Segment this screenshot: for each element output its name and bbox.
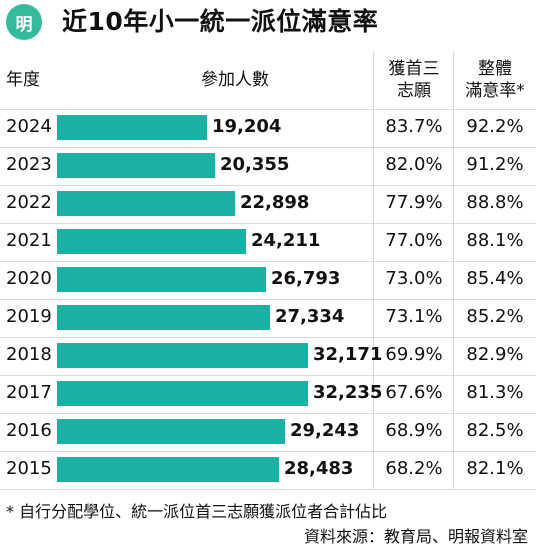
year-label: 2023 bbox=[6, 154, 52, 175]
header-satisfaction-1: 整體 bbox=[478, 59, 512, 79]
first-three-choices-value: 67.6% bbox=[385, 382, 443, 403]
header-participants: 參加人數 bbox=[201, 70, 269, 90]
first-three-choices-value: 77.0% bbox=[385, 230, 443, 251]
first-three-choices-value: 82.0% bbox=[385, 154, 443, 175]
row-divider bbox=[0, 375, 536, 376]
year-label: 2024 bbox=[6, 116, 52, 137]
row-divider bbox=[0, 261, 536, 262]
overall-satisfaction-value: 88.8% bbox=[466, 192, 524, 213]
first-three-choices-value: 69.9% bbox=[385, 344, 443, 365]
column-separator bbox=[373, 52, 374, 490]
row-divider bbox=[0, 223, 536, 224]
row-divider bbox=[0, 413, 536, 414]
year-label: 2018 bbox=[6, 344, 52, 365]
participants-bar bbox=[57, 419, 285, 444]
row-divider bbox=[0, 489, 536, 490]
overall-satisfaction-value: 91.2% bbox=[466, 154, 524, 175]
overall-satisfaction-value: 85.2% bbox=[466, 306, 524, 327]
first-three-choices-value: 83.7% bbox=[385, 116, 443, 137]
overall-satisfaction-value: 82.1% bbox=[466, 458, 524, 479]
row-divider bbox=[0, 299, 536, 300]
participants-value-label: 26,793 bbox=[271, 268, 341, 289]
header-year: 年度 bbox=[6, 70, 40, 90]
first-three-choices-value: 68.9% bbox=[385, 420, 443, 441]
overall-satisfaction-value: 92.2% bbox=[466, 116, 524, 137]
row-divider bbox=[0, 185, 536, 186]
overall-satisfaction-value: 85.4% bbox=[466, 268, 524, 289]
participants-value-label: 32,171 bbox=[313, 344, 383, 365]
overall-satisfaction-value: 88.1% bbox=[466, 230, 524, 251]
participants-value-label: 32,235 bbox=[313, 382, 383, 403]
participants-bar bbox=[57, 457, 279, 482]
participants-bar bbox=[57, 191, 235, 216]
participants-bar bbox=[57, 305, 270, 330]
year-label: 2016 bbox=[6, 420, 52, 441]
row-divider bbox=[0, 337, 536, 338]
chart-header: 明 近10年小一統一派位滿意率 bbox=[0, 0, 536, 44]
footnote: * 自行分配學位、統一派位首三志願獲派位者合計佔比 bbox=[6, 502, 388, 521]
source-note: 資料來源：教育局、明報資料室 bbox=[303, 527, 528, 546]
participants-value-label: 24,211 bbox=[251, 230, 321, 251]
participants-bar bbox=[57, 343, 308, 368]
participants-bar bbox=[57, 267, 266, 292]
row-divider bbox=[0, 451, 536, 452]
participants-value-label: 29,243 bbox=[290, 420, 360, 441]
year-label: 2017 bbox=[6, 382, 52, 403]
first-three-choices-value: 77.9% bbox=[385, 192, 443, 213]
first-three-choices-value: 73.1% bbox=[385, 306, 443, 327]
participants-bar bbox=[57, 229, 246, 254]
year-label: 2019 bbox=[6, 306, 52, 327]
header-first-three-1: 獲首三 bbox=[388, 59, 440, 79]
chart-title: 近10年小一統一派位滿意率 bbox=[62, 7, 379, 36]
mingpao-logo: 明 bbox=[6, 4, 42, 40]
header-satisfaction-2: 滿意率* bbox=[465, 81, 525, 101]
participants-value-label: 27,334 bbox=[275, 306, 345, 327]
participants-value-label: 20,355 bbox=[220, 154, 290, 175]
first-three-choices-value: 73.0% bbox=[385, 268, 443, 289]
first-three-choices-value: 68.2% bbox=[385, 458, 443, 479]
overall-satisfaction-value: 82.5% bbox=[466, 420, 524, 441]
row-divider bbox=[0, 109, 536, 110]
participants-value-label: 22,898 bbox=[240, 192, 310, 213]
year-label: 2015 bbox=[6, 458, 52, 479]
row-divider bbox=[0, 147, 536, 148]
overall-satisfaction-value: 82.9% bbox=[466, 344, 524, 365]
column-separator bbox=[453, 52, 454, 490]
participants-value-label: 28,483 bbox=[284, 458, 354, 479]
logo-text: 明 bbox=[15, 14, 33, 35]
overall-satisfaction-value: 81.3% bbox=[466, 382, 524, 403]
participants-bar bbox=[57, 153, 215, 178]
year-label: 2022 bbox=[6, 192, 52, 213]
participants-value-label: 19,204 bbox=[212, 116, 282, 137]
year-label: 2020 bbox=[6, 268, 52, 289]
participants-bar bbox=[57, 381, 308, 406]
year-label: 2021 bbox=[6, 230, 52, 251]
header-first-three-2: 志願 bbox=[397, 81, 431, 101]
participants-bar bbox=[57, 115, 207, 140]
